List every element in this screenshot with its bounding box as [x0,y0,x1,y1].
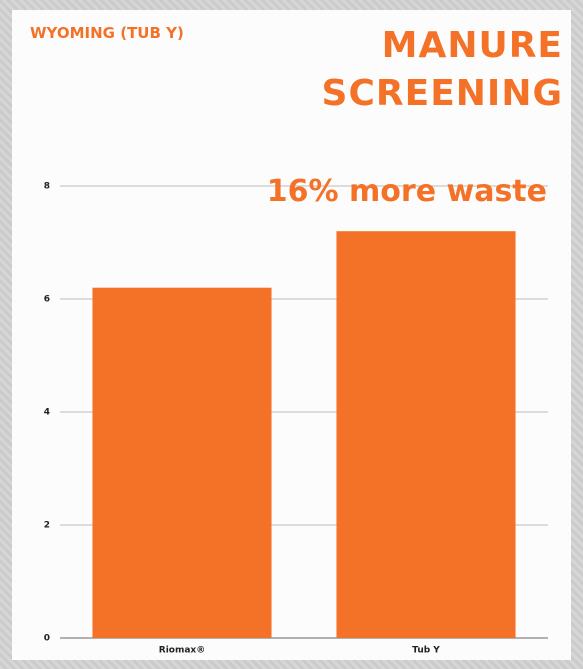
bar [336,231,516,638]
y-tick-label: 2 [44,521,50,531]
chart-subtitle: WYOMING (TUB Y) [30,24,184,42]
y-tick-label: 8 [44,182,50,192]
y-tick-label: 4 [44,408,50,418]
y-tick-label: 0 [44,634,50,644]
x-tick-label: Tub Y [412,646,440,656]
y-tick-label: 6 [44,295,50,305]
chart-title: MANURE SCREENING [321,25,563,114]
x-tick-label: Riomax® [159,646,205,656]
bar [92,287,272,638]
annotation: 16% more waste [266,174,547,209]
